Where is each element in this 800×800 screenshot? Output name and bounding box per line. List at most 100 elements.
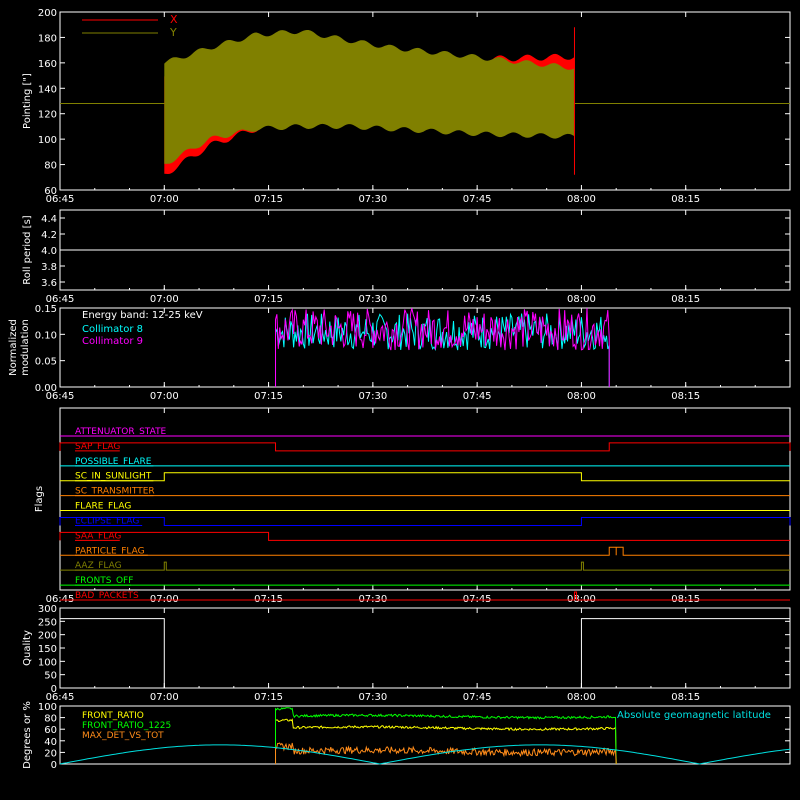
- flag-label-sc-transmitter: SC_TRANSMITTER: [75, 487, 155, 497]
- pointing-y-tick-label: 80: [44, 161, 57, 172]
- pointing-x-tick-label: 07:45: [463, 194, 492, 205]
- flag-label-eclipse-flag: ECLIPSE_FLAG: [75, 516, 139, 526]
- pointing-legend-label-y: Y: [169, 26, 177, 39]
- flag-label-saa-flag: SAA_FLAG: [75, 531, 121, 541]
- pointing-y-tick-label: 200: [38, 8, 57, 19]
- ratios-y-tick-label: 80: [44, 714, 57, 725]
- quality-x-tick-label: 08:15: [671, 692, 700, 703]
- pointing-y-axis-label: Pointing ["]: [22, 73, 33, 129]
- flag-label-fronts-off: FRONTS_OFF: [75, 576, 133, 586]
- ratios-y-tick-label: 20: [44, 748, 57, 759]
- pointing-y-tick-label: 100: [38, 135, 57, 146]
- roll-y-tick-label: 3.8: [41, 262, 57, 273]
- flag-line-bad-packets: [60, 591, 790, 601]
- flag-label-attenuator-state: ATTENUATOR_STATE: [75, 427, 167, 437]
- pointing-x-tick-label: 08:00: [567, 194, 596, 205]
- flag-label-possible-flare: POSSIBLE_FLARE: [75, 457, 152, 467]
- pointing-y-tick-label: 140: [38, 84, 57, 95]
- roll-x-tick-label: 08:15: [671, 294, 700, 305]
- flag-line-particle-flag: [60, 546, 790, 556]
- pointing-x-tick-label: 08:15: [671, 194, 700, 205]
- flag-label-bad-packets: BAD_PACKETS: [75, 591, 139, 601]
- roll-x-tick-label: 06:45: [46, 294, 75, 305]
- roll-x-tick-label: 07:00: [150, 294, 179, 305]
- flag-label-aaz-flag: AAZ_FLAG: [75, 561, 122, 571]
- ratios-y-tick-label: 60: [44, 725, 57, 736]
- modulation-x-tick-label: 06:45: [46, 391, 75, 402]
- flags-y-axis-label: Flags: [34, 486, 45, 512]
- modulation-x-tick-label: 08:00: [567, 391, 596, 402]
- pointing-y-tick-label: 120: [38, 110, 57, 121]
- modulation-frame: [59, 307, 791, 388]
- ratios-legend-max-det-vs-tot: MAX_DET_VS_TOT: [82, 731, 164, 741]
- ratios-series-front-ratio: [274, 718, 617, 765]
- modulation-y-tick-label: 0.05: [35, 357, 57, 368]
- modulation-energy-band-label: Energy band: 12-25 keV: [82, 310, 203, 321]
- quality-x-tick-label: 06:45: [46, 692, 75, 703]
- quality-y-tick-label: 150: [38, 644, 57, 655]
- pointing-x-tick-label: 07:00: [150, 194, 179, 205]
- pointing-y-tick-label: 60: [44, 186, 57, 197]
- quality-y-tick-label: 300: [38, 604, 57, 615]
- modulation-legend-collimator-8: Collimator 8: [82, 324, 143, 335]
- ratios-series-front-ratio-1225: [274, 707, 617, 765]
- ratios-y-tick-label: 100: [38, 702, 57, 713]
- flag-line-sc-in-sunlight: [60, 472, 790, 482]
- roll-y-tick-label: 4.4: [41, 214, 57, 225]
- modulation-legend-collimator-9: Collimator 9: [82, 336, 143, 347]
- modulation-y-axis-label-1: Normalized: [8, 319, 19, 376]
- pointing-y-tick-label: 180: [38, 33, 57, 44]
- quality-x-tick-label: 07:15: [254, 692, 283, 703]
- modulation-y-axis-label-2: modulation: [20, 319, 31, 376]
- modulation-x-tick-label: 07:15: [254, 391, 283, 402]
- modulation-x-tick-label: 07:30: [358, 391, 387, 402]
- flag-label-sc-in-sunlight: SC_IN_SUNLIGHT: [75, 472, 152, 482]
- pointing-y-tick-label: 160: [38, 59, 57, 70]
- quality-x-tick-label: 07:45: [463, 692, 492, 703]
- quality-frame: [59, 607, 791, 689]
- flag-label-particle-flag: PARTICLE_FLAG: [75, 546, 145, 556]
- modulation-x-tick-label: 07:00: [150, 391, 179, 402]
- quality-x-tick-label: 08:00: [567, 692, 596, 703]
- pointing-x-tick-label: 07:15: [254, 194, 283, 205]
- modulation-x-tick-label: 07:45: [463, 391, 492, 402]
- flags-frame: [59, 407, 791, 591]
- quality-y-axis-label: Quality: [22, 630, 33, 666]
- ratios-legend-absolute-geomagnetic-latitude: Absolute geomagnetic latitude: [617, 710, 771, 721]
- ratios-y-tick-label: 40: [44, 737, 57, 748]
- ratios-legend-front-ratio-1225: FRONT_RATIO_1225: [82, 721, 171, 731]
- flag-line-sap-flag: [59, 442, 791, 452]
- quality-x-tick-label: 07:30: [358, 692, 387, 703]
- pointing-frame: [59, 11, 791, 191]
- roll-y-tick-label: 4.0: [41, 246, 57, 257]
- roll-y-axis-label: Roll period [s]: [22, 215, 33, 284]
- quality-y-tick-label: 0: [51, 684, 57, 695]
- roll-y-tick-label: 3.6: [41, 278, 57, 289]
- roll-x-tick-label: 07:45: [463, 294, 492, 305]
- flag-line-aaz-flag: [60, 561, 790, 571]
- quality-y-tick-label: 50: [44, 671, 57, 682]
- modulation-y-tick-label: 0.10: [35, 330, 57, 341]
- flag-label-sap-flag: SAP_FLAG: [75, 442, 120, 452]
- quality-y-tick-label: 200: [38, 631, 57, 642]
- roll-x-tick-label: 08:00: [567, 294, 596, 305]
- ratios-series-absolute-geomagnetic-latitude: [59, 744, 791, 765]
- flag-line-saa-flag: [59, 531, 790, 541]
- modulation-x-tick-label: 08:15: [671, 391, 700, 402]
- roll-x-tick-label: 07:30: [358, 294, 387, 305]
- pointing-x-tick-label: 06:45: [46, 194, 75, 205]
- roll-x-tick-label: 07:15: [254, 294, 283, 305]
- modulation-series-collimator-9: [274, 308, 610, 388]
- pointing-y-band: [164, 30, 575, 164]
- ratios-series-max-det-vs-tot: [274, 742, 617, 765]
- quality-line: [59, 618, 791, 688]
- pointing-x-tick-label: 07:30: [358, 194, 387, 205]
- pointing-legend-label-x: X: [170, 13, 178, 26]
- ratios-y-tick-label: 0: [51, 760, 57, 771]
- ratios-y-axis-label: Degrees or %: [22, 701, 33, 769]
- ratios-legend-front-ratio: FRONT_RATIO: [82, 711, 144, 721]
- quality-y-tick-label: 250: [38, 617, 57, 628]
- ratios-frame: [59, 705, 791, 765]
- flag-line-eclipse-flag: [59, 516, 791, 526]
